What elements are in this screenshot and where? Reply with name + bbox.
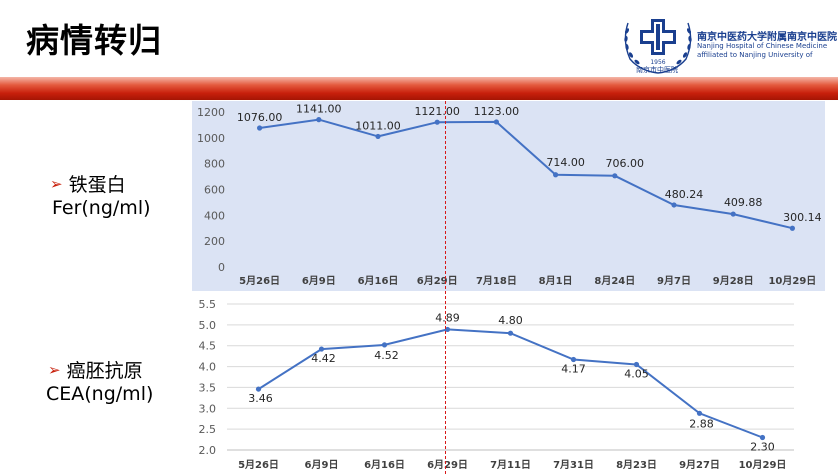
data-label: 1141.00 [296,103,342,116]
y-tick-label: 800 [204,158,225,171]
data-point [553,172,559,178]
logo-year: 1956 [650,59,665,66]
logo-seal: 南京市中医院 [636,66,678,74]
data-label: 3.46 [248,392,273,405]
cea-chart: 2.0 2.5 3.0 3.5 4.0 4.5 5.0 5.5 5月26日 6月9日 6月16日 6月… [199,298,794,471]
reference-dashed-line [445,101,446,474]
data-label: 300.14 [783,211,822,224]
data-label: 2.88 [689,417,714,430]
x-tick-label: 7月31日 [553,459,594,471]
fer-unit: Fer(ng/ml) [52,197,151,219]
data-point [493,119,499,125]
data-point [759,434,766,441]
y-tick-label: 4.5 [199,340,217,353]
data-point [375,133,381,140]
data-label: 1076.00 [237,111,283,124]
data-point [730,211,736,217]
fer-chart: 0 200 400 600 800 1000 1200 5月26日 6月9日 6月16日 6月29日… [192,101,825,291]
hospital-logo: 1956 南京中医药大学附属南京中医院 Nanjing Hospital of … [618,11,837,77]
x-tick-label: 8月24日 [594,275,635,287]
hospital-emblem-icon: 1956 [624,19,692,74]
data-point [257,125,263,131]
x-tick-label: 6月16日 [364,459,405,471]
data-point [507,330,514,336]
data-point [255,386,262,392]
y-tick-label: 1000 [197,132,225,145]
data-point [633,361,640,368]
data-point [444,326,451,333]
data-label: 4.42 [311,352,336,365]
data-label: 4.52 [374,349,399,362]
x-tick-label: 6月9日 [305,459,339,471]
x-tick-label: 10月29日 [739,459,787,471]
data-point [612,173,618,179]
logo-name: 南京中医药大学附属南京中医院 [697,32,837,43]
fer-label: ➢ 铁蛋白 Fer(ng/ml) [50,170,151,219]
data-point [318,346,325,352]
x-tick-label: 9月27日 [679,459,720,471]
data-label: 4.89 [435,311,460,324]
data-label: 4.05 [624,367,649,380]
x-tick-label: 7月11日 [490,459,531,471]
data-label: 4.17 [561,362,586,375]
data-point [789,225,796,231]
x-tick-label: 6月9日 [302,275,336,287]
y-tick-label: 400 [204,209,225,222]
x-tick-label: 10月29日 [768,275,816,287]
x-tick-label: 7月18日 [476,275,517,287]
slide-title: 病情转归 [26,21,162,60]
y-tick-label: 1200 [197,106,225,119]
cea-label: ➢ 癌胚抗原 CEA(ng/ml) [46,356,154,405]
data-point [316,117,322,123]
data-point [570,356,577,363]
data-label: 1121.00 [414,105,460,118]
data-point [434,119,440,125]
data-label: 480.24 [665,188,704,201]
y-tick-label: 5.0 [199,319,217,332]
data-label: 706.00 [606,157,645,170]
header-band [0,77,838,100]
y-tick-label: 600 [204,184,225,197]
y-tick-label: 4.0 [199,361,217,374]
y-tick-label: 0 [218,261,225,274]
cea-name: 癌胚抗原 [66,360,143,382]
arrow-bullet-icon: ➢ [50,174,63,193]
logo-english: Nanjing Hospital of Chinese Medicine aff… [697,42,828,59]
y-tick-label: 3.5 [199,381,217,394]
data-point [381,342,388,348]
data-label: 1011.00 [355,119,401,132]
data-label: 4.80 [498,314,523,327]
x-tick-label: 5月26日 [238,459,279,471]
y-tick-label: 2.5 [199,423,217,436]
cea-unit: CEA(ng/ml) [46,383,154,405]
data-point [696,410,703,416]
data-label: 2.30 [750,440,775,453]
x-tick-label: 9月28日 [713,275,754,287]
data-point [671,202,677,208]
x-tick-label: 6月16日 [358,275,399,287]
fer-name: 铁蛋白 [68,174,126,196]
x-tick-label: 8月23日 [616,459,657,471]
x-tick-label: 8月1日 [539,275,573,287]
y-tick-label: 5.5 [199,298,217,311]
x-tick-label: 6月29日 [427,459,468,471]
y-tick-label: 200 [204,235,225,248]
y-tick-label: 3.0 [199,402,217,415]
data-label: 409.88 [724,196,763,209]
x-tick-label: 5月26日 [239,275,280,287]
data-label: 1123.00 [474,105,520,118]
y-tick-label: 2.0 [199,444,217,457]
x-tick-label: 6月29日 [417,275,458,287]
series-line [259,118,793,230]
arrow-bullet-icon: ➢ [48,360,61,379]
data-label: 714.00 [546,156,585,169]
x-tick-label: 9月7日 [657,275,691,287]
